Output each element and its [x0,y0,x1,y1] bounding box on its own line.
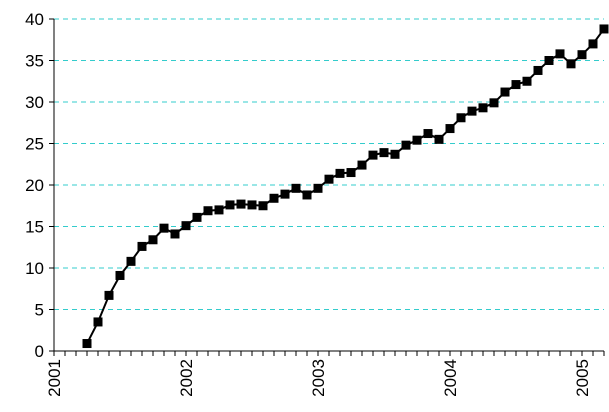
point-marker [489,98,499,108]
point-marker [225,200,235,210]
point-marker [379,148,389,158]
point-marker [599,24,609,34]
point-marker [588,39,598,49]
point-marker [236,199,246,209]
point-marker [181,221,191,231]
series-line [86,28,605,344]
point-marker [115,270,125,280]
y-tick-label: 20 [25,176,44,195]
point-marker [522,76,532,86]
x-tick-label: 2004 [441,359,460,397]
x-tick-label: 2003 [309,359,328,397]
point-marker [280,189,290,199]
y-tick-label: 15 [25,218,44,237]
point-marker [148,235,158,245]
point-marker [258,201,268,211]
point-marker [93,317,103,327]
point-marker [269,193,279,203]
point-marker [346,168,356,178]
y-tick-label: 40 [25,10,44,29]
point-marker [544,56,554,65]
point-marker [214,205,224,215]
x-tick-label: 2002 [177,359,196,397]
point-marker [137,241,147,251]
point-marker [368,150,378,160]
point-marker [247,200,257,210]
point-marker [423,129,433,139]
point-marker [434,134,444,144]
point-marker [390,149,400,159]
point-marker [533,65,543,75]
y-tick-label: 30 [25,93,44,112]
point-marker [500,87,510,97]
point-marker [577,50,587,60]
point-marker [467,106,477,116]
point-marker [566,59,576,69]
point-marker [412,135,422,145]
point-marker [82,339,92,349]
point-marker [401,140,411,150]
x-tick-label: 2005 [573,359,592,397]
point-marker [192,212,202,222]
point-marker [555,49,565,59]
y-tick-label: 35 [25,52,44,71]
point-marker [511,80,521,90]
point-marker [478,103,488,113]
point-marker [445,124,455,134]
point-marker [302,190,312,200]
x-tick-label: 2001 [45,359,64,397]
point-marker [357,160,367,170]
point-marker [104,290,114,300]
point-marker [170,229,180,239]
point-marker [159,223,169,233]
y-tick-label: 5 [35,301,44,320]
point-marker [456,113,466,123]
point-marker [126,256,136,266]
point-marker [335,168,345,178]
y-tick-label: 10 [25,259,44,278]
point-marker [324,174,334,184]
point-marker [203,206,213,216]
point-marker [313,183,323,193]
point-marker [291,183,301,193]
y-tick-label: 25 [25,135,44,154]
y-tick-label: 0 [35,342,44,361]
